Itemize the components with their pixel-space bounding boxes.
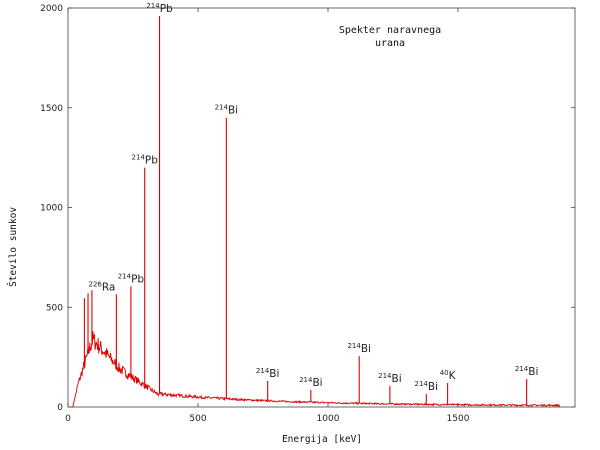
chart-title-line-1: Spekter naravnega bbox=[339, 25, 441, 36]
peak-label: 214Bi bbox=[378, 372, 402, 385]
peak-label-mass: 226 bbox=[88, 280, 102, 288]
peak-label-mass: 214 bbox=[515, 365, 529, 373]
peak-label: 214Bi bbox=[299, 376, 323, 389]
peak-label-element: Bi bbox=[361, 343, 371, 355]
peak-label-mass: 214 bbox=[215, 104, 229, 112]
x-tick-label: 1000 bbox=[317, 414, 340, 424]
y-tick-label: 1000 bbox=[40, 204, 63, 214]
x-axis: 0 500 1000 1500 bbox=[65, 8, 470, 424]
peak-label-mass: 214 bbox=[299, 376, 313, 384]
y-tick-label: 2000 bbox=[40, 4, 63, 14]
peak-label: 214Bi bbox=[347, 342, 371, 355]
y-tick-label: 500 bbox=[46, 303, 63, 313]
peak-label: 214Bi bbox=[415, 380, 439, 393]
peak-label-element: K bbox=[449, 370, 457, 382]
peak-label: 214Bi bbox=[515, 365, 539, 378]
peak-label: 214Bi bbox=[215, 104, 239, 117]
x-axis-title: Energija [keV] bbox=[282, 434, 362, 445]
peak-label: 214Pb bbox=[146, 2, 173, 15]
y-tick-label: 0 bbox=[57, 403, 63, 413]
peak-label-mass: 40 bbox=[440, 369, 449, 377]
y-tick-label: 1500 bbox=[40, 104, 63, 114]
x-tick-label: 0 bbox=[65, 414, 71, 424]
peak-label: 226Ra bbox=[88, 280, 115, 293]
peak-label-element: Bi bbox=[392, 373, 402, 385]
peak-label-element: Ra bbox=[102, 281, 116, 293]
peak-label-element: Bi bbox=[528, 366, 538, 378]
y-axis-title: Število sunkov bbox=[7, 207, 19, 287]
peak-label: 214Pb bbox=[118, 272, 145, 285]
peak-label-mass: 214 bbox=[256, 367, 270, 375]
peak-label-element: Pb bbox=[131, 273, 144, 285]
peak-label-mass: 214 bbox=[146, 2, 160, 10]
spectrum-line bbox=[70, 331, 560, 408]
peak-label-element: Bi bbox=[428, 381, 438, 393]
peak-label: 40K bbox=[440, 369, 457, 382]
peak-label-element: Bi bbox=[312, 377, 322, 389]
peak-label: 214Pb bbox=[132, 154, 159, 167]
peak-label-element: Pb bbox=[145, 155, 158, 167]
peak-label-mass: 214 bbox=[378, 372, 392, 380]
peak-label-mass: 214 bbox=[132, 154, 146, 162]
x-tick-label: 500 bbox=[189, 414, 206, 424]
chart-title-line-2: urana bbox=[375, 38, 405, 49]
peak-label-element: Bi bbox=[269, 368, 279, 380]
peak-label: 214Bi bbox=[256, 367, 280, 380]
peak-label-mass: 214 bbox=[415, 380, 429, 388]
y-axis: 0 500 1000 1500 2000 bbox=[40, 4, 575, 413]
peak-label-element: Pb bbox=[160, 3, 173, 15]
plot-frame bbox=[67, 7, 576, 408]
peak-label-element: Bi bbox=[228, 105, 238, 117]
x-tick-label: 1500 bbox=[447, 414, 470, 424]
peak-label-mass: 214 bbox=[347, 342, 361, 350]
peak-lines bbox=[83, 15, 528, 406]
peak-label-mass: 214 bbox=[118, 272, 132, 280]
